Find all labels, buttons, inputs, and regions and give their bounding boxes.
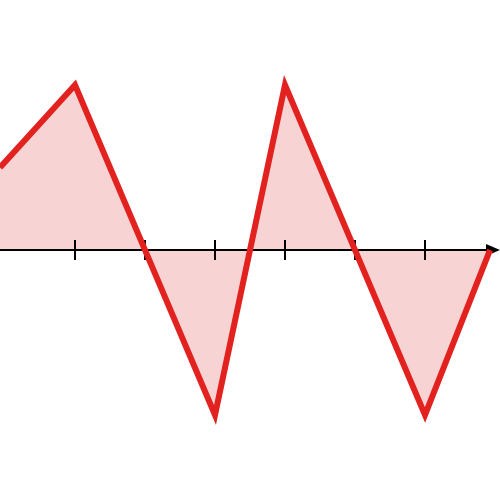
- triangle-wave-chart: [0, 0, 500, 500]
